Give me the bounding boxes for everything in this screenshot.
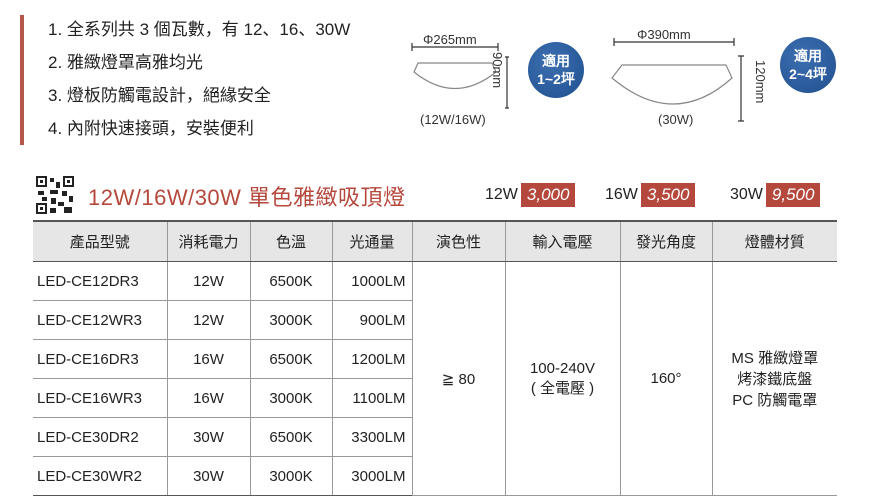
column-header: 輸入電壓	[504, 220, 620, 262]
table-cell: LED-CE30DR2	[33, 417, 167, 457]
table-cell: 12W	[166, 300, 250, 340]
table-cell: 3300LM	[331, 417, 412, 457]
price-value: 9,500	[765, 183, 821, 207]
product-title: 12W/16W/30W 單色雅緻吸頂燈	[88, 185, 406, 210]
table-cell: 6500K	[249, 339, 332, 379]
table-cell: LED-CE30WR2	[33, 456, 167, 496]
table-cell: 12W	[166, 261, 250, 301]
column-header: 消耗電力	[166, 220, 250, 262]
table-cell: 16W	[166, 378, 250, 418]
table-row: LED-CE12WR3 12W 3000K 900LM	[33, 300, 837, 340]
spec-table: 產品型號 消耗電力 色溫 光通量 演色性 輸入電壓 發光角度 燈體材質 LED-…	[33, 220, 837, 496]
price-wattage: 30W	[730, 186, 763, 203]
large-label: (30W)	[658, 112, 694, 127]
qr-code-icon[interactable]	[36, 176, 74, 214]
table-cell: LED-CE12WR3	[33, 300, 167, 340]
table-cell: 1000LM	[331, 261, 412, 301]
table-cell: 900LM	[331, 300, 412, 340]
table-cell: 3000K	[249, 300, 332, 340]
table-row: LED-CE30WR2 30W 3000K 3000LM	[33, 456, 837, 496]
table-row: LED-CE30DR2 30W 6500K 3300LM	[33, 417, 837, 457]
material-cell-text: 烤漆鐵底盤	[737, 371, 813, 388]
table-cell: 30W	[166, 417, 250, 457]
column-header: 發光角度	[619, 220, 712, 262]
price-value: 3,500	[640, 183, 696, 207]
table-cell: 1100LM	[331, 378, 412, 418]
price-value: 3,000	[520, 183, 576, 207]
area-badge-large: 適用 2~4坪	[780, 37, 836, 93]
table-cell: 6500K	[249, 417, 332, 457]
price-30w: 30W 9,500	[730, 183, 821, 207]
table-cell: 16W	[166, 339, 250, 379]
price-wattage: 12W	[485, 186, 518, 203]
table-cell: LED-CE16WR3	[33, 378, 167, 418]
table-cell: 3000LM	[331, 456, 412, 496]
column-header: 產品型號	[33, 220, 167, 262]
voltage-cell: 100-240V ( 全電壓 )	[504, 261, 620, 496]
table-cell: LED-CE16DR3	[33, 339, 167, 379]
table-row: LED-CE12DR3 12W 6500K 1000LM ≧ 80 100-240V( 全…	[33, 261, 837, 496]
angle-cell-text: 160°	[650, 370, 682, 387]
voltage-cell-text: ( 全電壓 )	[530, 379, 595, 397]
column-header: 色溫	[249, 220, 332, 262]
small-label: (12W/16W)	[420, 112, 486, 127]
lamp-diagrams	[411, 38, 744, 122]
column-header: 光通量	[331, 220, 412, 262]
area-badge-small: 適用 1~2坪	[528, 42, 584, 98]
table-row: LED-CE16DR3 16W 6500K 1200LM	[33, 339, 837, 379]
table-row: LED-CE16WR3 16W 3000K 1100LM	[33, 378, 837, 418]
feature-item: 1. 全系列共 3 個瓦數，有 12、16、30W	[48, 20, 351, 39]
table-cell: 6500K	[249, 261, 332, 301]
feature-item: 3. 燈板防觸電設計，絕緣安全	[48, 86, 271, 105]
table-header-row: 產品型號 消耗電力 色溫 光通量 演色性 輸入電壓 發光角度 燈體材質	[33, 220, 837, 262]
badge-text: 適用	[794, 48, 822, 64]
column-header: 演色性	[411, 220, 505, 262]
table-cell: 3000K	[249, 378, 332, 418]
badge-text: 2~4坪	[789, 66, 827, 82]
price-12w: 12W 3,000	[485, 183, 576, 207]
large-diameter: Φ390mm	[637, 27, 691, 42]
column-header: 燈體材質	[711, 220, 837, 262]
feature-list: 1. 全系列共 3 個瓦數，有 12、16、30W 2. 雅緻燈罩高雅均光 3.…	[20, 15, 350, 145]
angle-cell: 160°	[619, 261, 712, 496]
table-cell: 30W	[166, 456, 250, 496]
badge-text: 1~2坪	[537, 71, 575, 87]
feature-item: 4. 內附快速接頭，安裝便利	[48, 119, 254, 138]
material-cell: MS 雅緻燈罩 烤漆鐵底盤 PC 防觸電罩	[711, 261, 837, 496]
large-height: 120mm	[753, 60, 768, 104]
price-16w: 16W 3,500	[605, 183, 696, 207]
feature-item: 2. 雅緻燈罩高雅均光	[48, 53, 203, 72]
cri-cell: ≧ 80	[411, 261, 505, 496]
price-wattage: 16W	[605, 186, 638, 203]
cri-cell-text: ≧ 80	[441, 370, 476, 388]
table-cell: LED-CE12DR3	[33, 261, 167, 301]
small-diameter: Φ265mm	[423, 32, 477, 47]
badge-text: 適用	[542, 53, 570, 69]
voltage-cell-text: 100-240V	[529, 359, 596, 377]
table-cell: 3000K	[249, 456, 332, 496]
table-cell: 1200LM	[331, 339, 412, 379]
material-cell-text: MS 雅緻燈罩	[731, 350, 819, 367]
material-cell-text: PC 防觸電罩	[732, 392, 818, 409]
small-height: 90mm	[490, 52, 505, 89]
